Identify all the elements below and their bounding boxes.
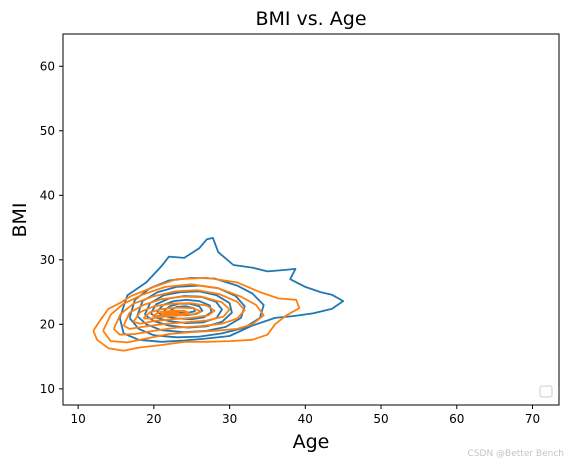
x-axis: 10 20 30 40 50 60 70 <box>71 405 540 426</box>
y-tick-label: 10 <box>40 382 55 396</box>
contour-line <box>92 276 301 352</box>
contour-line <box>132 302 216 325</box>
contour-line <box>112 289 246 336</box>
x-tick-label: 40 <box>298 412 313 426</box>
contour-line <box>161 311 180 315</box>
y-axis: 10 20 30 40 50 60 <box>40 59 63 396</box>
x-tick-label: 50 <box>373 412 388 426</box>
y-tick-label: 50 <box>40 124 55 138</box>
contour-line <box>118 236 345 343</box>
contour-line <box>151 309 190 317</box>
y-tick-label: 20 <box>40 317 55 331</box>
x-tick-label: 70 <box>525 412 540 426</box>
chart-title: BMI vs. Age <box>255 8 366 30</box>
plot-frame <box>62 33 560 406</box>
contour-line <box>136 284 246 334</box>
y-tick-label: 30 <box>40 253 55 267</box>
legend-box <box>539 385 553 398</box>
contour-line <box>122 295 231 330</box>
contour-line <box>143 290 233 329</box>
watermark: CSDN @Better Bench <box>468 449 564 459</box>
contour-line <box>142 306 202 320</box>
x-tick-label: 60 <box>449 412 464 426</box>
series-2-contours <box>92 276 301 352</box>
x-tick-label: 20 <box>146 412 161 426</box>
x-axis-title: Age <box>293 431 330 453</box>
kde-contours <box>92 236 345 352</box>
x-tick-label: 30 <box>222 412 237 426</box>
y-tick-label: 40 <box>40 188 55 202</box>
x-tick-label: 10 <box>71 412 86 426</box>
y-axis-title: BMI <box>9 202 31 237</box>
contour-line <box>102 283 265 344</box>
y-tick-label: 60 <box>40 59 55 73</box>
